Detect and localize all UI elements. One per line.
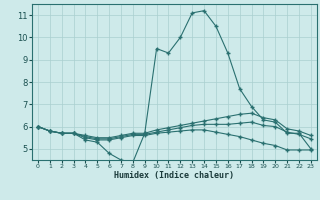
X-axis label: Humidex (Indice chaleur): Humidex (Indice chaleur)	[115, 171, 234, 180]
